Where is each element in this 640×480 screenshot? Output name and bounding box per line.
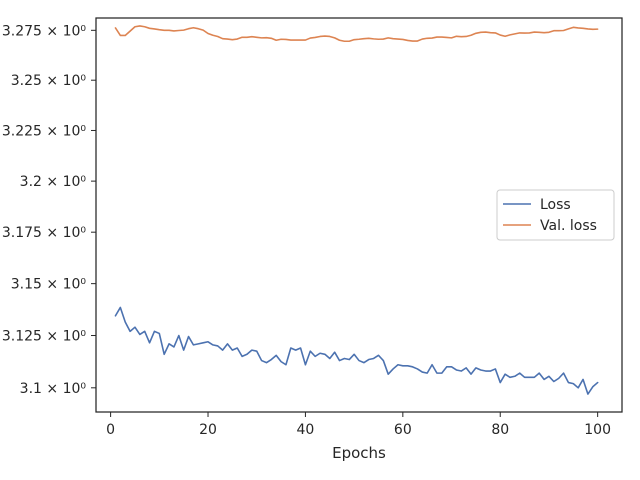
x-axis-label: Epochs xyxy=(332,444,386,462)
x-tick-label: 100 xyxy=(584,422,611,438)
y-tick-label: 3.25 × 10⁰ xyxy=(11,73,87,89)
x-tick-label: 60 xyxy=(394,422,412,438)
series-layer xyxy=(114,25,599,395)
series-line-val-loss xyxy=(114,25,599,43)
y-axis-ticks: 3.1 × 10⁰ 3.125 × 10⁰ 3.15 × 10⁰ 3.175 × 10… xyxy=(2,23,96,397)
legend-box xyxy=(496,189,615,241)
legend: Loss Val. loss xyxy=(496,189,615,241)
y-tick-label: 3.1 × 10⁰ xyxy=(20,381,87,397)
y-tick-label: 3.15 × 10⁰ xyxy=(11,277,87,293)
x-tick-label: 80 xyxy=(491,422,509,438)
legend-label-loss: Loss xyxy=(540,197,571,213)
x-tick-label: 20 xyxy=(199,422,217,438)
y-tick-label: 3.2 × 10⁰ xyxy=(20,174,87,190)
y-tick-label: 3.125 × 10⁰ xyxy=(2,329,87,345)
x-tick-label: 0 xyxy=(106,422,115,438)
y-tick-label: 3.275 × 10⁰ xyxy=(2,23,87,39)
legend-label-val-loss: Val. loss xyxy=(540,218,597,234)
axes-frame xyxy=(95,17,623,413)
x-tick-label: 40 xyxy=(297,422,315,438)
y-tick-label: 3.175 × 10⁰ xyxy=(2,225,87,241)
y-tick-label: 3.225 × 10⁰ xyxy=(2,123,87,139)
x-axis-ticks: 0 20 40 60 80 100 xyxy=(106,412,611,438)
series-line-loss xyxy=(114,306,599,395)
